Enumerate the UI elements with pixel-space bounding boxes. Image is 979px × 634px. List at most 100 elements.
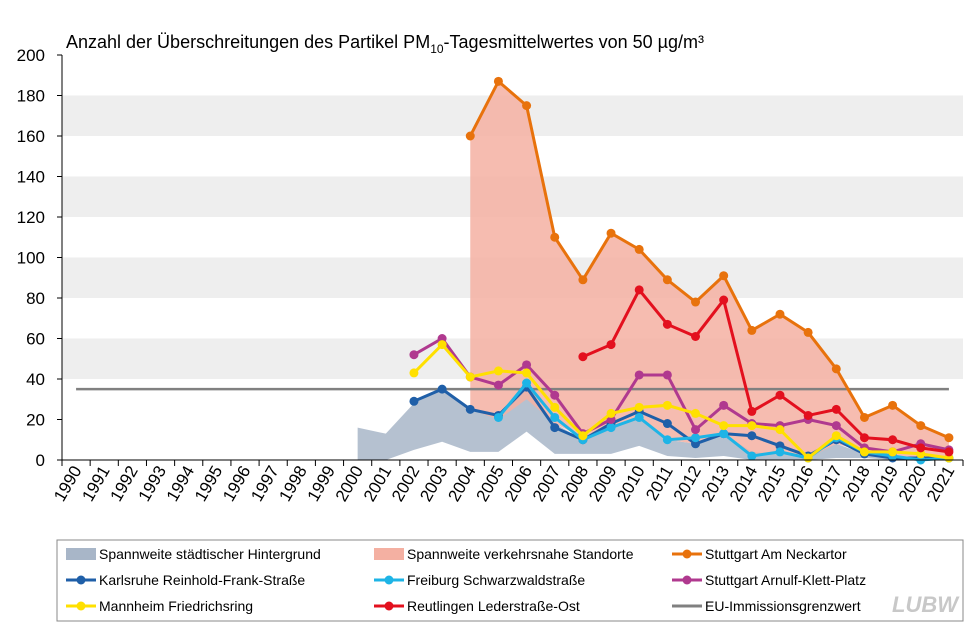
- legend-label: Spannweite städtischer Hintergrund: [99, 546, 321, 562]
- data-point: [747, 406, 757, 416]
- data-point: [606, 340, 616, 350]
- x-tick-label: 2009: [585, 463, 620, 505]
- data-point: [578, 431, 588, 441]
- data-point: [662, 370, 672, 380]
- legend-label: Freiburg Schwarzwaldstraße: [407, 572, 585, 588]
- data-point: [775, 425, 785, 435]
- legend-box: [56, 539, 964, 622]
- data-point: [831, 404, 841, 414]
- y-tick-label: 120: [17, 208, 45, 227]
- data-point: [465, 404, 475, 414]
- y-tick-label: 160: [17, 127, 45, 146]
- data-point: [634, 412, 644, 422]
- data-point: [831, 421, 841, 431]
- x-tick-label: 2007: [529, 463, 564, 505]
- x-tick-label: 1996: [219, 463, 254, 505]
- data-point: [691, 331, 701, 341]
- legend-label: Spannweite verkehrsnahe Standorte: [407, 546, 634, 562]
- data-point: [747, 451, 757, 461]
- x-tick-label: 2008: [557, 463, 592, 505]
- legend-marker: [76, 601, 86, 611]
- data-point: [522, 101, 532, 111]
- data-point: [719, 295, 729, 305]
- legend-marker: [682, 549, 692, 559]
- x-tick-label: 1993: [135, 463, 170, 505]
- data-point: [493, 76, 503, 86]
- y-tick-label: 80: [26, 289, 45, 308]
- data-point: [437, 384, 447, 394]
- x-tick-label: 2013: [698, 463, 733, 505]
- data-point: [719, 429, 729, 439]
- data-point: [634, 370, 644, 380]
- data-point: [803, 410, 813, 420]
- logo: LUBW: [892, 592, 960, 617]
- data-point: [859, 412, 869, 422]
- data-point: [662, 435, 672, 445]
- legend-marker: [682, 575, 692, 585]
- data-point: [634, 244, 644, 254]
- data-point: [634, 402, 644, 412]
- data-point: [493, 380, 503, 390]
- x-tick-label: 2002: [388, 463, 423, 505]
- data-point: [888, 435, 898, 445]
- legend-swatch: [66, 548, 96, 560]
- series-line: [412, 342, 950, 460]
- x-tick-label: 2014: [726, 463, 761, 505]
- data-point: [803, 453, 813, 463]
- data-point: [831, 364, 841, 374]
- data-point: [747, 421, 757, 431]
- data-point: [522, 360, 532, 370]
- data-point: [803, 327, 813, 337]
- data-point: [944, 433, 954, 443]
- x-tick-label: 2016: [782, 463, 817, 505]
- data-point: [522, 378, 532, 388]
- series-line: [582, 287, 950, 454]
- data-point: [550, 423, 560, 433]
- x-tick-label: 2017: [810, 463, 845, 505]
- data-point: [916, 421, 926, 431]
- data-point: [916, 443, 926, 453]
- y-tick-label: 40: [26, 370, 45, 389]
- data-point: [606, 423, 616, 433]
- data-point: [634, 285, 644, 295]
- x-tick-label: 1990: [50, 463, 85, 505]
- x-tick-label: 1999: [304, 463, 339, 505]
- data-point: [775, 390, 785, 400]
- data-point: [859, 433, 869, 443]
- data-point: [465, 372, 475, 382]
- x-tick-label: 1994: [163, 463, 198, 505]
- data-point: [775, 309, 785, 319]
- data-point: [719, 400, 729, 410]
- data-point: [691, 425, 701, 435]
- x-tick-label: 2018: [839, 463, 874, 505]
- data-point: [747, 431, 757, 441]
- legend-label: Karlsruhe Reinhold-Frank-Straße: [99, 572, 305, 588]
- data-point: [691, 433, 701, 443]
- data-point: [437, 340, 447, 350]
- y-tick-label: 140: [17, 168, 45, 187]
- data-point: [606, 228, 616, 238]
- x-tick-label: 2015: [754, 463, 789, 505]
- data-point: [888, 400, 898, 410]
- data-point: [944, 447, 954, 457]
- legend-label: EU-Immissionsgrenzwert: [705, 598, 861, 614]
- x-tick-label: 2006: [501, 463, 536, 505]
- data-point: [606, 408, 616, 418]
- legend-marker: [384, 575, 394, 585]
- data-point: [775, 447, 785, 457]
- x-tick-label: 1998: [275, 463, 310, 505]
- data-point: [493, 366, 503, 376]
- data-point: [409, 368, 419, 378]
- data-point: [888, 447, 898, 457]
- data-point: [465, 131, 475, 141]
- legend-marker: [76, 575, 86, 585]
- data-point: [662, 319, 672, 329]
- x-tick-label: 2000: [332, 463, 367, 505]
- x-tick-label: 1995: [191, 463, 226, 505]
- data-point: [493, 412, 503, 422]
- title-sub: 10: [430, 42, 444, 56]
- y-tick-label: 0: [36, 451, 45, 470]
- data-point: [578, 352, 588, 362]
- data-point: [691, 297, 701, 307]
- y-tick-label: 100: [17, 249, 45, 268]
